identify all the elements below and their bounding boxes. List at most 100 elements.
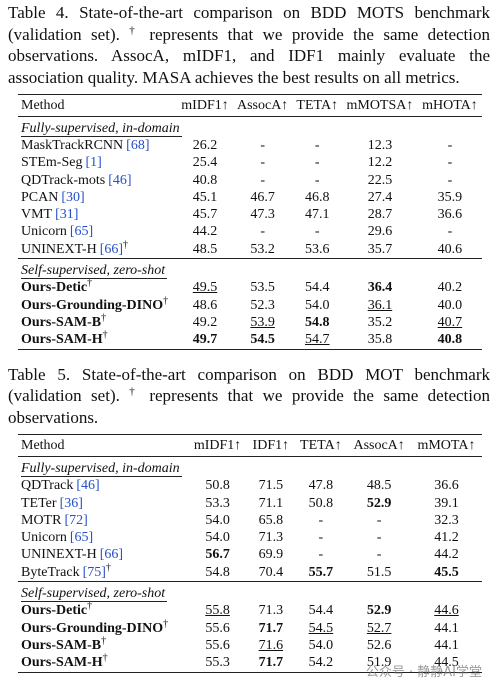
value-cell: 53.6 xyxy=(292,241,342,259)
value: 47.3 xyxy=(250,207,275,223)
value-cell: 40.6 xyxy=(418,241,482,259)
value: 45.7 xyxy=(192,207,218,223)
method-name: MOTR xyxy=(21,512,62,528)
table-row: Ours-SAM-B† 49.2 53.9 54.8 35.2 40.7 xyxy=(18,313,482,331)
value: 35.8 xyxy=(367,332,393,348)
column-header: mMOTA↑ xyxy=(410,434,482,458)
table-row: ByteTrack [75]† 54.8 70.4 55.7 51.5 45.5 xyxy=(18,562,482,582)
citation: [65] xyxy=(69,224,94,240)
value-cell: 54.4 xyxy=(294,603,347,620)
value-cell: 70.4 xyxy=(247,564,294,582)
table-row: MOTR [72] 54.0 65.8 - - 32.3 xyxy=(18,512,482,529)
value-cell: 47.8 xyxy=(294,478,347,495)
citation: [30] xyxy=(61,189,85,205)
value-cell: 48.5 xyxy=(347,478,411,495)
method-cell: Ours-Detic† xyxy=(18,278,177,297)
value-cell: 44.5 xyxy=(410,654,482,673)
value-cell: 55.7 xyxy=(294,564,347,582)
value-cell: 12.3 xyxy=(342,137,418,154)
value: 48.5 xyxy=(192,241,218,257)
value-cell: 47.3 xyxy=(233,206,293,223)
column-header: Method xyxy=(18,434,188,458)
table-row: Ours-Grounding-DINO† 48.6 52.3 54.0 36.1 40.0 xyxy=(18,295,482,314)
value: - xyxy=(376,530,382,546)
value-cell: 49.7 xyxy=(177,331,233,350)
value-cell: 36.6 xyxy=(418,206,482,223)
value: - xyxy=(260,224,265,240)
value: 51.5 xyxy=(366,564,392,580)
table-row: Ours-SAM-H† 49.7 54.5 54.7 35.8 40.8 xyxy=(18,330,482,350)
group-row: Fully-supervised, in-domain xyxy=(18,117,482,138)
value: 27.4 xyxy=(367,189,393,205)
value: - xyxy=(318,512,324,528)
method-cell: Ours-SAM-B† xyxy=(18,313,177,331)
value: 32.3 xyxy=(434,512,459,528)
value-cell: - xyxy=(292,137,342,154)
caption-text: Table 5. State-of-the-art comparison on … xyxy=(8,364,490,406)
value-cell: - xyxy=(294,512,347,529)
table: Method mIDF1↑ AssocA↑ TETA↑ mMOTSA↑ mHOTA↑ Ful… xyxy=(18,94,482,350)
method-cell: Ours-Detic† xyxy=(18,601,188,620)
citation: [66] xyxy=(99,547,124,563)
value: 51.9 xyxy=(366,655,392,671)
value-cell: 27.4 xyxy=(342,189,418,206)
citation: [1] xyxy=(85,155,102,171)
table-row: VMT [31] 45.7 47.3 47.1 28.7 36.6 xyxy=(18,206,482,223)
value-cell: 55.3 xyxy=(187,654,248,673)
value: 41.2 xyxy=(434,530,459,546)
value-cell: 50.8 xyxy=(294,495,347,512)
value-cell: 35.8 xyxy=(342,331,418,350)
method-cell: Ours-Grounding-DINO† xyxy=(18,295,177,314)
value-cell: 52.6 xyxy=(347,637,411,654)
method-name: Ours-Detic xyxy=(21,603,88,619)
method-cell: QDTrack [46] xyxy=(18,478,188,495)
value-cell: 29.6 xyxy=(342,224,418,241)
method-cell: PCAN [30] xyxy=(18,189,177,206)
method-cell: Unicorn [65] xyxy=(18,224,177,241)
table-row: QDTrack [46] 50.8 71.5 47.8 48.5 36.6 xyxy=(18,478,482,495)
value-cell: 32.3 xyxy=(411,512,482,529)
dagger: † xyxy=(105,562,111,574)
value-cell: 56.7 xyxy=(188,547,247,564)
value-cell: 71.3 xyxy=(247,530,294,547)
value: 40.7 xyxy=(437,314,463,330)
value-cell: - xyxy=(347,512,411,529)
value-cell: 52.9 xyxy=(347,495,411,512)
watermark: 公众号 · 静静AI学堂 xyxy=(365,665,482,680)
value-cell: - xyxy=(233,155,293,172)
value: 52.9 xyxy=(366,603,392,619)
value-cell: 44.1 xyxy=(411,620,482,637)
group-row: Fully-supervised, in-domain xyxy=(18,457,482,478)
value: 65.8 xyxy=(258,512,284,528)
value: - xyxy=(260,137,265,153)
method-cell: UNINEXT-H [66] xyxy=(18,547,188,564)
method-name: TETer xyxy=(21,495,57,511)
value-cell: 49.5 xyxy=(177,280,233,297)
value: 44.5 xyxy=(434,655,459,671)
value: 71.1 xyxy=(258,495,284,511)
citation: [46] xyxy=(76,478,100,494)
value: 54.0 xyxy=(205,512,230,528)
value-cell: 52.9 xyxy=(347,603,411,620)
value: - xyxy=(447,155,453,171)
value-cell: 69.9 xyxy=(247,547,294,564)
value: 47.1 xyxy=(305,207,330,223)
value-cell: - xyxy=(233,224,293,241)
column-header: AssocA↑ xyxy=(347,434,411,458)
value: 35.2 xyxy=(367,314,393,330)
value-cell: - xyxy=(292,172,342,189)
value-cell: - xyxy=(418,224,482,241)
value-cell: 36.1 xyxy=(342,297,418,314)
value: 12.3 xyxy=(367,137,393,153)
value-cell: 40.7 xyxy=(418,314,482,331)
value: - xyxy=(314,155,320,171)
value: 45.5 xyxy=(434,564,459,580)
value-cell: - xyxy=(418,155,482,172)
citation: [66] xyxy=(99,241,124,257)
method-name: Ours-SAM-H xyxy=(21,655,103,671)
value-cell: 54.5 xyxy=(232,331,293,350)
value-cell: 51.5 xyxy=(347,564,411,582)
method-name: UNINEXT-H xyxy=(21,241,97,257)
value: 55.7 xyxy=(308,564,334,580)
header-row: Method mIDF1↑ IDF1↑ TETA↑ AssocA↑ mMOTA↑ xyxy=(18,434,482,458)
